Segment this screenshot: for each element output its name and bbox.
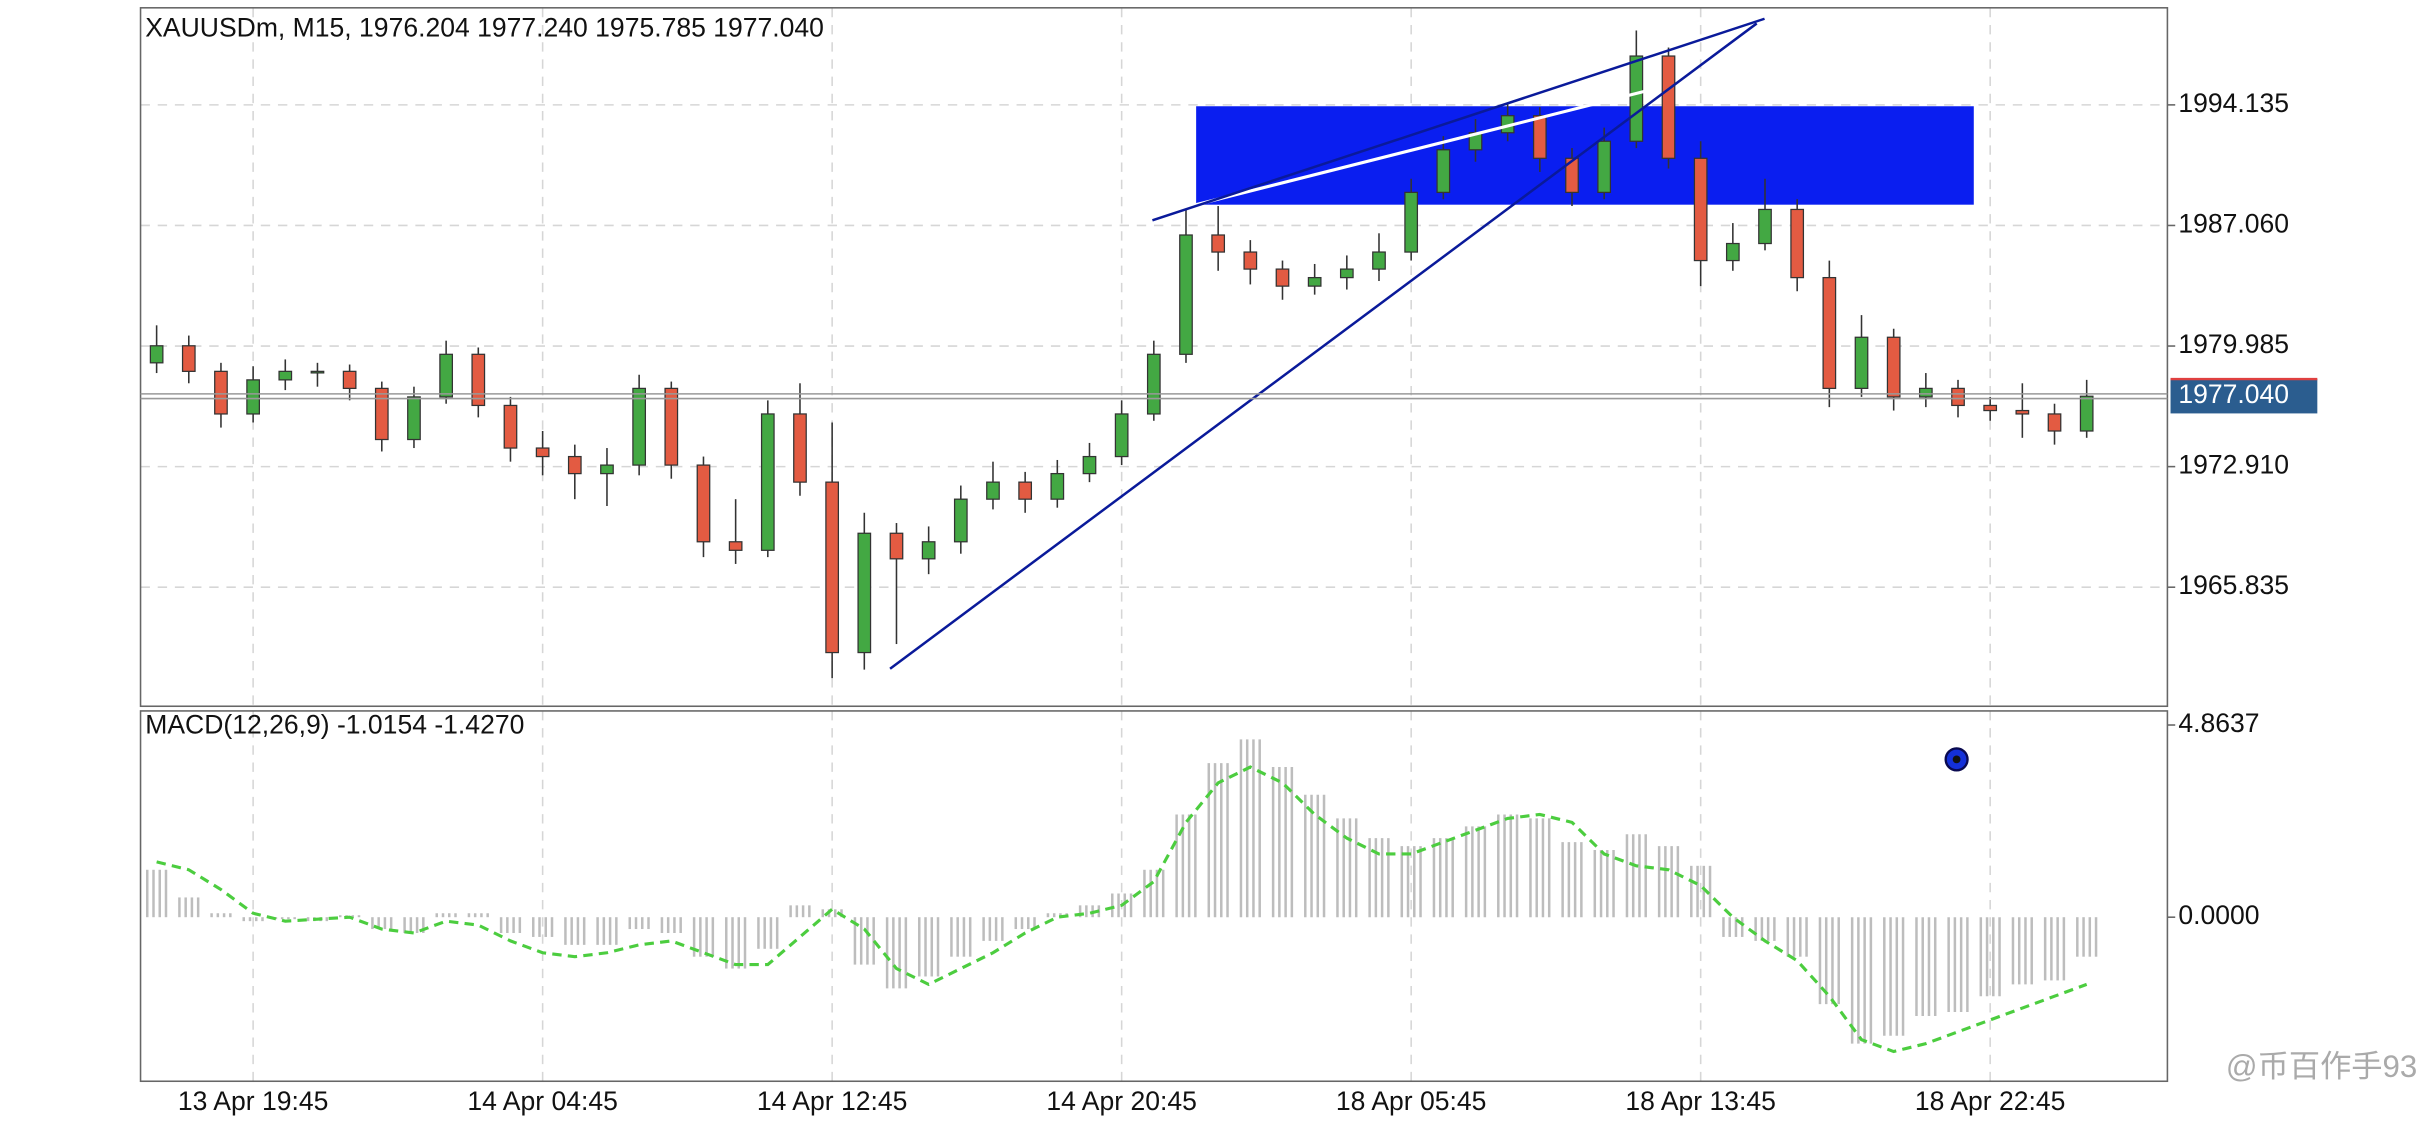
symbol-info: XAUUSDm, M15, 1976.204 1977.240 1975.785… [145,13,824,43]
last-price-box [2170,379,2318,414]
trend-line-white [1195,89,1648,207]
candle-body [1179,234,1193,355]
watermark: @币百作手93 [2226,1049,2417,1084]
candle-body [1983,404,1998,412]
x-tick-label: 18 Apr 22:45 [1915,1086,2066,1116]
y-tick-label: 1972.910 [2178,450,2289,480]
y-tick-label: 1987.060 [2178,208,2289,238]
candle-body [181,345,196,372]
candle-body [1404,191,1419,253]
candle-body [2015,409,2030,415]
candle-body [1758,208,1772,245]
candle-body [1018,481,1033,500]
candle-body [149,345,164,364]
candle-body [2047,413,2062,432]
candle-body [1114,413,1129,458]
candle-body [632,387,647,466]
candle-body [567,455,582,475]
candle-body [793,413,807,483]
candle-body [1275,268,1290,287]
candle-body [1339,268,1354,279]
candle-body [1790,208,1805,279]
candle-body [728,541,743,551]
candle-body [1951,387,1965,407]
candle-body [696,464,711,543]
trend-line [1152,17,1765,222]
candle-body [278,370,293,381]
candle-body [1565,157,1579,194]
candle-body [471,353,486,407]
candle-body [1854,336,1869,390]
candle-body [889,532,904,560]
candle-body [310,370,325,374]
candle-body [857,532,872,654]
marker-dot-center [1952,755,1961,764]
candle-body [1822,276,1837,390]
candle-body [1725,242,1740,262]
candle-body [825,481,840,654]
x-tick-label: 14 Apr 20:45 [1046,1086,1197,1116]
candle-body [664,387,679,466]
x-tick-label: 14 Apr 04:45 [467,1086,618,1116]
candle-body [407,396,421,441]
y-tick-label: 1979.985 [2178,329,2289,359]
candle-body [1211,234,1226,253]
x-tick-label: 14 Apr 12:45 [757,1086,908,1116]
candle-body [953,498,968,543]
candle-body [1886,336,1901,398]
candle-body [503,404,518,449]
candle-body [1532,115,1547,159]
candle-body [760,413,775,551]
candle-body [1918,387,1933,398]
macd-panel-frame [139,710,2169,1083]
candle-body [1307,276,1322,287]
y-tick-label: 1994.135 [2178,88,2289,118]
candle-body [1372,251,1386,270]
x-tick-label: 13 Apr 19:45 [178,1086,329,1116]
macd-info: MACD(12,26,9) -1.0154 -1.4270 [145,710,524,740]
y-tick-label: 1965.835 [2178,570,2289,600]
candle-body [1629,55,1644,142]
candle-body [1436,149,1451,194]
candle-body [342,370,357,390]
candle-body [1693,157,1708,262]
candle-body [1243,251,1258,270]
candle-body [439,353,454,398]
x-tick-label: 18 Apr 05:45 [1336,1086,1487,1116]
y-tick-label: 4.8637 [2178,708,2259,738]
candle-body [600,464,614,475]
last-price-label: 1977.040 [2178,379,2289,409]
trend-line [889,22,1758,670]
zone-rectangle [1196,106,1974,205]
candle-body [1661,55,1676,159]
candle-body [986,481,1000,500]
marks [146,30,2098,1054]
candle-body [1597,140,1612,194]
candle-body [1082,455,1097,475]
candle-body [374,387,389,441]
price-panel-frame [139,7,2169,708]
candle-body [1146,353,1161,415]
macd-signal-line [156,765,2088,1054]
candle-body [214,370,228,415]
candle-body [535,447,550,458]
candle-body [1050,472,1065,500]
candle-body [921,541,936,560]
y-tick-label: 0.0000 [2178,900,2259,930]
x-tick-label: 18 Apr 13:45 [1625,1086,1776,1116]
candle-body [2079,395,2094,432]
candle-body [246,379,260,415]
